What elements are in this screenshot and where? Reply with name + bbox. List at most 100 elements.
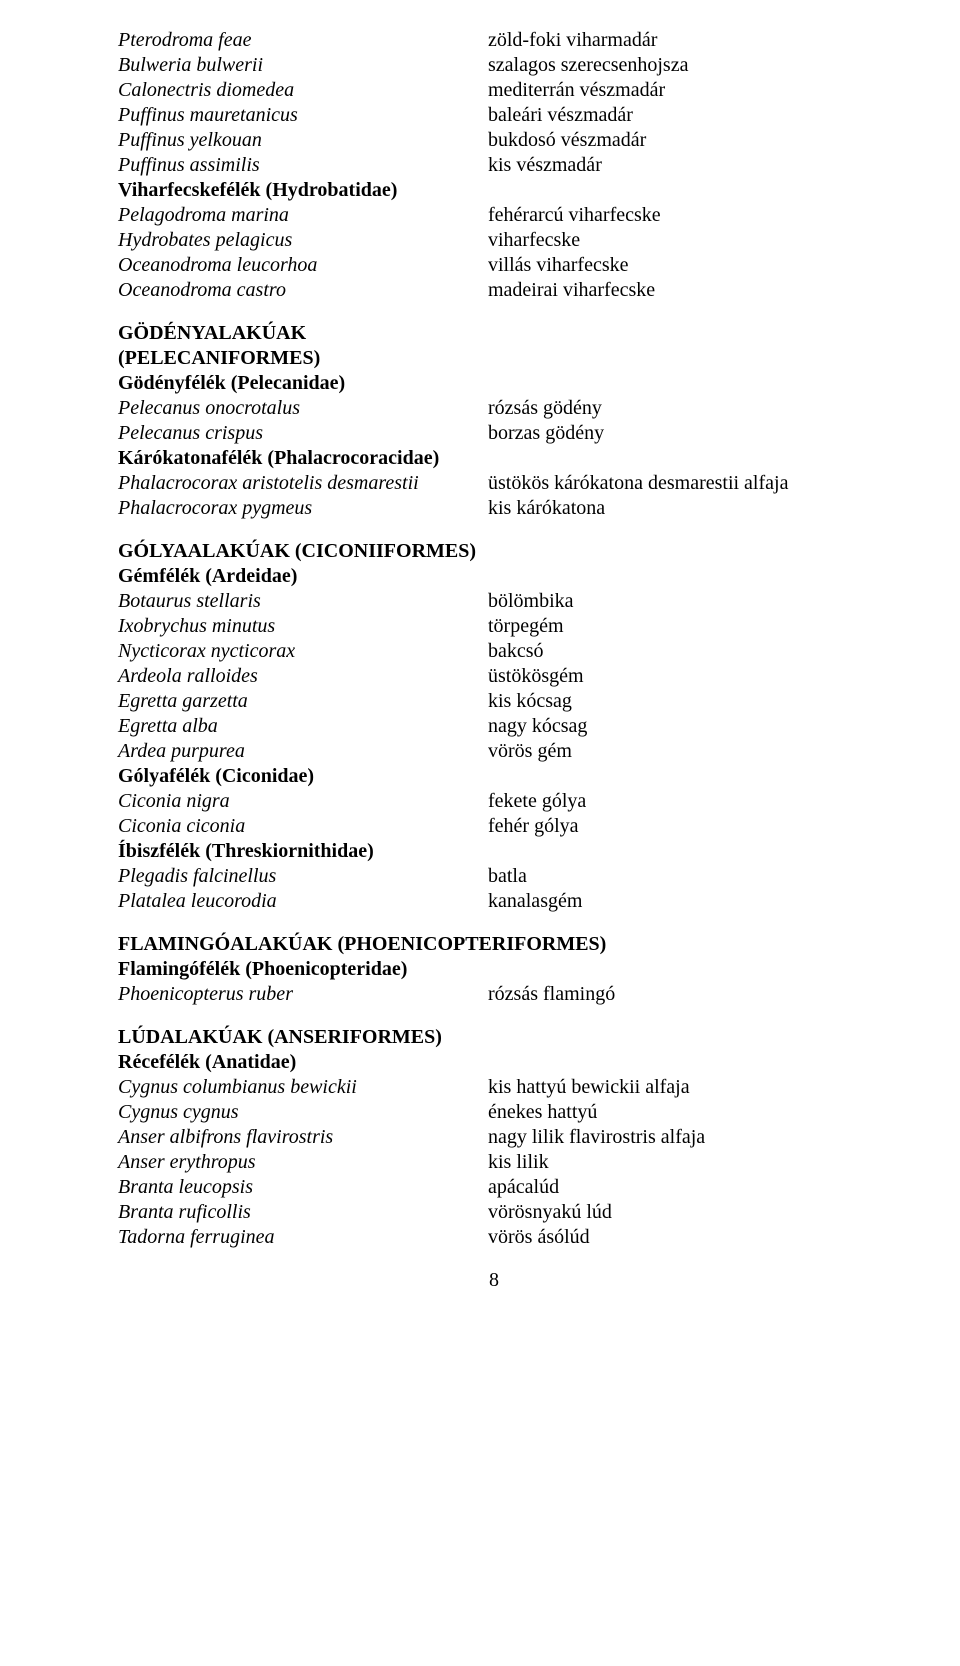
species-row: Ardeola ralloidesüstökösgém — [118, 664, 870, 689]
species-row: Anser albifrons flavirostrisnagy lilik f… — [118, 1125, 870, 1150]
species-row: Nycticorax nycticorax bakcsó — [118, 639, 870, 664]
hungarian-name: nagy lilik flavirostris alfaja — [488, 1125, 870, 1150]
latin-name: Anser albifrons flavirostris — [118, 1125, 488, 1150]
species-row: Botaurus stellaris bölömbika — [118, 589, 870, 614]
species-row: Phalacrocorax pygmeuskis kárókatona — [118, 496, 870, 521]
hungarian-name: bakcsó — [488, 639, 870, 664]
latin-name: Ardea purpurea — [118, 739, 488, 764]
latin-name: Ciconia nigra — [118, 789, 488, 814]
hungarian-name — [488, 446, 870, 471]
species-row: Puffinus mauretanicusbaleári vészmadár — [118, 103, 870, 128]
species-row: Ciconia ciconiafehér gólya — [118, 814, 870, 839]
species-row: Hydrobates pelagicusviharfecske — [118, 228, 870, 253]
latin-name: Pterodroma feae — [118, 28, 488, 53]
hungarian-name: madeirai viharfecske — [488, 278, 870, 303]
family-heading-row: Récefélék (Anatidae) — [118, 1050, 870, 1075]
hungarian-name: rózsás gödény — [488, 396, 870, 421]
latin-name: Oceanodroma leucorhoa — [118, 253, 488, 278]
species-row: Platalea leucorodiakanalasgém — [118, 889, 870, 914]
species-row: Bulweria bulweriiszalagos szerecsenhojsz… — [118, 53, 870, 78]
latin-name: Anser erythropus — [118, 1150, 488, 1175]
species-row: Phoenicopterus ruber rózsás flamingó — [118, 982, 870, 1007]
species-row: Puffinus assimiliskis vészmadár — [118, 153, 870, 178]
latin-name: Ardeola ralloides — [118, 664, 488, 689]
latin-name: Phalacrocorax pygmeus — [118, 496, 488, 521]
hungarian-name: vörös ásólúd — [488, 1225, 870, 1250]
species-row: Ciconia nigrafekete gólya — [118, 789, 870, 814]
species-row: Pelagodroma marinafehérarcú viharfecske — [118, 203, 870, 228]
section-block: GÓLYAALAKÚAK (CICONIIFORMES)Gémfélék (Ar… — [118, 539, 870, 914]
latin-name: Bulweria bulwerii — [118, 53, 488, 78]
hungarian-name: mediterrán vészmadár — [488, 78, 870, 103]
hungarian-name: törpegém — [488, 614, 870, 639]
latin-name: Nycticorax nycticorax — [118, 639, 488, 664]
hungarian-name: fehérarcú viharfecske — [488, 203, 870, 228]
latin-name: Tadorna ferruginea — [118, 1225, 488, 1250]
latin-name: Branta ruficollis — [118, 1200, 488, 1225]
hungarian-name: fekete gólya — [488, 789, 870, 814]
hungarian-name: borzas gödény — [488, 421, 870, 446]
species-row: Pterodroma feaezöld-foki viharmadár — [118, 28, 870, 53]
hungarian-name: kanalasgém — [488, 889, 870, 914]
species-row: Pelecanus onocrotalus rózsás gödény — [118, 396, 870, 421]
family-name: Flamingófélék (Phoenicopteridae) — [118, 957, 488, 982]
species-row: Cygnus cygnusénekes hattyú — [118, 1100, 870, 1125]
latin-name: Phoenicopterus ruber — [118, 982, 488, 1007]
species-row: Oceanodroma leucorhoavillás viharfecske — [118, 253, 870, 278]
family-name: Íbiszfélék (Threskiornithidae) — [118, 839, 488, 864]
latin-name: Oceanodroma castro — [118, 278, 488, 303]
latin-name: Cygnus columbianus bewickii — [118, 1075, 488, 1100]
hungarian-name: villás viharfecske — [488, 253, 870, 278]
family-heading-row: Gólyafélék (Ciconidae) — [118, 764, 870, 789]
hungarian-name: fehér gólya — [488, 814, 870, 839]
latin-name: Pelecanus onocrotalus — [118, 396, 488, 421]
latin-name: Puffinus yelkouan — [118, 128, 488, 153]
species-row: Plegadis falcinellus batla — [118, 864, 870, 889]
species-row: Egretta garzettakis kócsag — [118, 689, 870, 714]
latin-name: Cygnus cygnus — [118, 1100, 488, 1125]
hungarian-name — [488, 1050, 870, 1075]
latin-name: Branta leucopsis — [118, 1175, 488, 1200]
latin-name: Pelecanus crispus — [118, 421, 488, 446]
species-row: Pelecanus crispusborzas gödény — [118, 421, 870, 446]
family-heading-row: Kárókatonafélék (Phalacrocoracidae) — [118, 446, 870, 471]
species-row: Puffinus yelkouanbukdosó vészmadár — [118, 128, 870, 153]
latin-name: Plegadis falcinellus — [118, 864, 488, 889]
species-row: Branta leucopsisapácalúd — [118, 1175, 870, 1200]
hungarian-name: bukdosó vészmadár — [488, 128, 870, 153]
species-row: Tadorna ferrugineavörös ásólúd — [118, 1225, 870, 1250]
species-row: Calonectris diomedeamediterrán vészmadár — [118, 78, 870, 103]
hungarian-name: kis vészmadár — [488, 153, 870, 178]
hungarian-name: kis lilik — [488, 1150, 870, 1175]
section-block: GÖDÉNYALAKÚAK(PELECANIFORMES)Gödényfélék… — [118, 321, 870, 521]
latin-name: Puffinus mauretanicus — [118, 103, 488, 128]
family-heading-row: Flamingófélék (Phoenicopteridae) — [118, 957, 870, 982]
section-block: LÚDALAKÚAK (ANSERIFORMES)Récefélék (Anat… — [118, 1025, 870, 1250]
hungarian-name: viharfecske — [488, 228, 870, 253]
hungarian-name: üstökösgém — [488, 664, 870, 689]
hungarian-name: baleári vészmadár — [488, 103, 870, 128]
hungarian-name: kis hattyú bewickii alfaja — [488, 1075, 870, 1100]
species-row: Ixobrychus minutus törpegém — [118, 614, 870, 639]
hungarian-name — [488, 839, 870, 864]
hungarian-name: rózsás flamingó — [488, 982, 870, 1007]
hungarian-name — [488, 764, 870, 789]
latin-name: Ciconia ciconia — [118, 814, 488, 839]
species-row: Phalacrocorax aristotelis desmarestiiüst… — [118, 471, 870, 496]
hungarian-name: szalagos szerecsenhojsza — [488, 53, 870, 78]
species-row: Oceanodroma castromadeirai viharfecske — [118, 278, 870, 303]
hungarian-name: kis kárókatona — [488, 496, 870, 521]
family-heading-row: Gémfélék (Ardeidae) — [118, 564, 870, 589]
latin-name: Botaurus stellaris — [118, 589, 488, 614]
section-block: FLAMINGÓALAKÚAK (PHOENICOPTERIFORMES)Fla… — [118, 932, 870, 1007]
species-row: Cygnus columbianus bewickii kis hattyú b… — [118, 1075, 870, 1100]
family-name: Récefélék (Anatidae) — [118, 1050, 488, 1075]
order-heading-line2: (PELECANIFORMES) — [118, 346, 870, 371]
hungarian-name: zöld-foki viharmadár — [488, 28, 870, 53]
family-heading-row: Íbiszfélék (Threskiornithidae) — [118, 839, 870, 864]
family-name: Kárókatonafélék (Phalacrocoracidae) — [118, 446, 488, 471]
latin-name: Ixobrychus minutus — [118, 614, 488, 639]
hungarian-name: énekes hattyú — [488, 1100, 870, 1125]
family-name: Gémfélék (Ardeidae) — [118, 564, 488, 589]
latin-name: Puffinus assimilis — [118, 153, 488, 178]
